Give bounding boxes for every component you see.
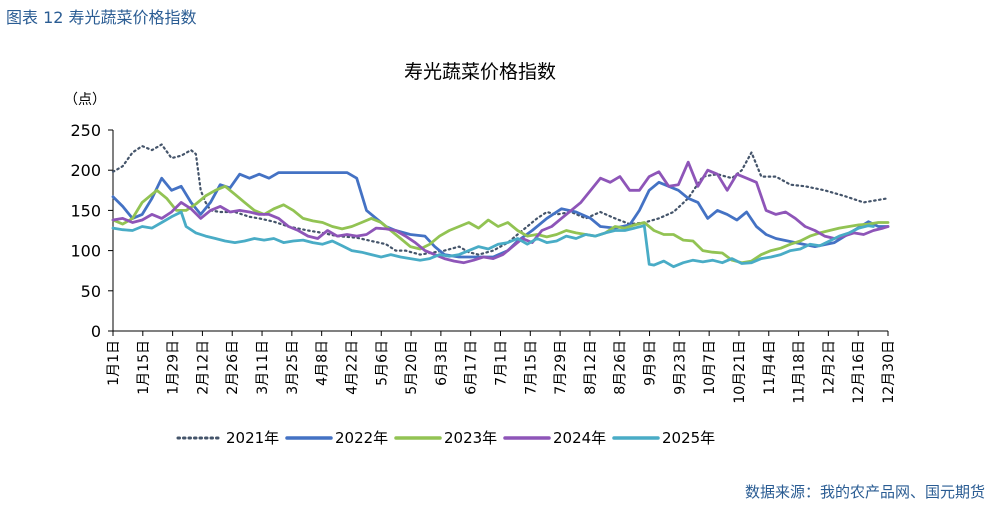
x-tick-label: 4月8日 [315, 340, 331, 386]
x-tick-label: 7月1日 [494, 340, 510, 386]
x-tick-label: 2月26日 [225, 340, 241, 395]
x-tick-label: 6月17日 [464, 340, 480, 395]
x-tick-label: 12月30日 [881, 340, 897, 404]
series-lines [111, 143, 890, 269]
legend-label: 2024年 [553, 429, 606, 447]
x-tick-label: 3月11日 [255, 340, 271, 395]
x-tick-label: 5月20日 [404, 340, 420, 395]
y-axis: 0 50 100 150 200 250 [70, 121, 114, 341]
x-tick-label: 1月15日 [136, 340, 152, 395]
y-tick-label: 250 [70, 121, 101, 140]
x-tick-label: 12月16日 [851, 340, 867, 404]
y-tick-label: 0 [91, 322, 101, 341]
y-tick-label: 200 [70, 161, 101, 180]
chart-title: 寿光蔬菜价格指数 [404, 61, 556, 83]
legend-label: 2023年 [444, 429, 497, 447]
x-tick-label: 4月22日 [344, 340, 360, 395]
x-tick-label: 7月29日 [553, 340, 569, 395]
y-tick-label: 50 [81, 282, 101, 301]
x-tick-label: 10月7日 [702, 340, 718, 395]
x-tick-label: 1月29日 [166, 340, 182, 395]
legend: 2021年 2022年 2023年 2024年 2025年 [176, 429, 715, 447]
data-source-note: 数据来源：我的农产品网、国元期货 [744, 483, 985, 501]
legend-label: 2022年 [335, 429, 388, 447]
x-tick-label: 10月21日 [732, 340, 748, 404]
legend-label: 2025年 [662, 429, 715, 447]
series-line-2024 [111, 160, 890, 265]
x-tick-label: 2月12日 [195, 340, 211, 395]
series-line-2023 [111, 184, 890, 265]
x-tick-label: 8月26日 [613, 340, 629, 395]
series-line-2025 [111, 210, 875, 269]
x-tick-label: 6月3日 [434, 340, 450, 386]
figure-caption: 图表 12 寿光蔬菜价格指数 [6, 8, 197, 27]
series-line-2021 [111, 143, 890, 256]
x-tick-label: 9月23日 [672, 340, 688, 395]
legend-label: 2021年 [226, 429, 279, 447]
x-tick-label: 12月2日 [821, 340, 837, 395]
x-tick-label: 5月6日 [374, 340, 390, 386]
x-tick-label: 1月1日 [106, 340, 122, 386]
x-tick-label: 8月12日 [583, 340, 599, 395]
x-tick-label: 3月25日 [285, 340, 301, 395]
y-tick-label: 150 [70, 201, 101, 220]
x-tick-label: 11月4日 [762, 340, 778, 395]
x-axis: 1月1日 1月15日 1月29日 2月12日 2月26日 3月11日 3月25日 4月8日 4月… [106, 330, 897, 404]
x-tick-label: 9月9日 [643, 340, 659, 386]
y-axis-label: （点） [64, 92, 106, 108]
x-tick-label: 7月15日 [523, 340, 539, 395]
x-tick-label: 11月18日 [792, 340, 808, 404]
y-tick-label: 100 [70, 242, 101, 261]
